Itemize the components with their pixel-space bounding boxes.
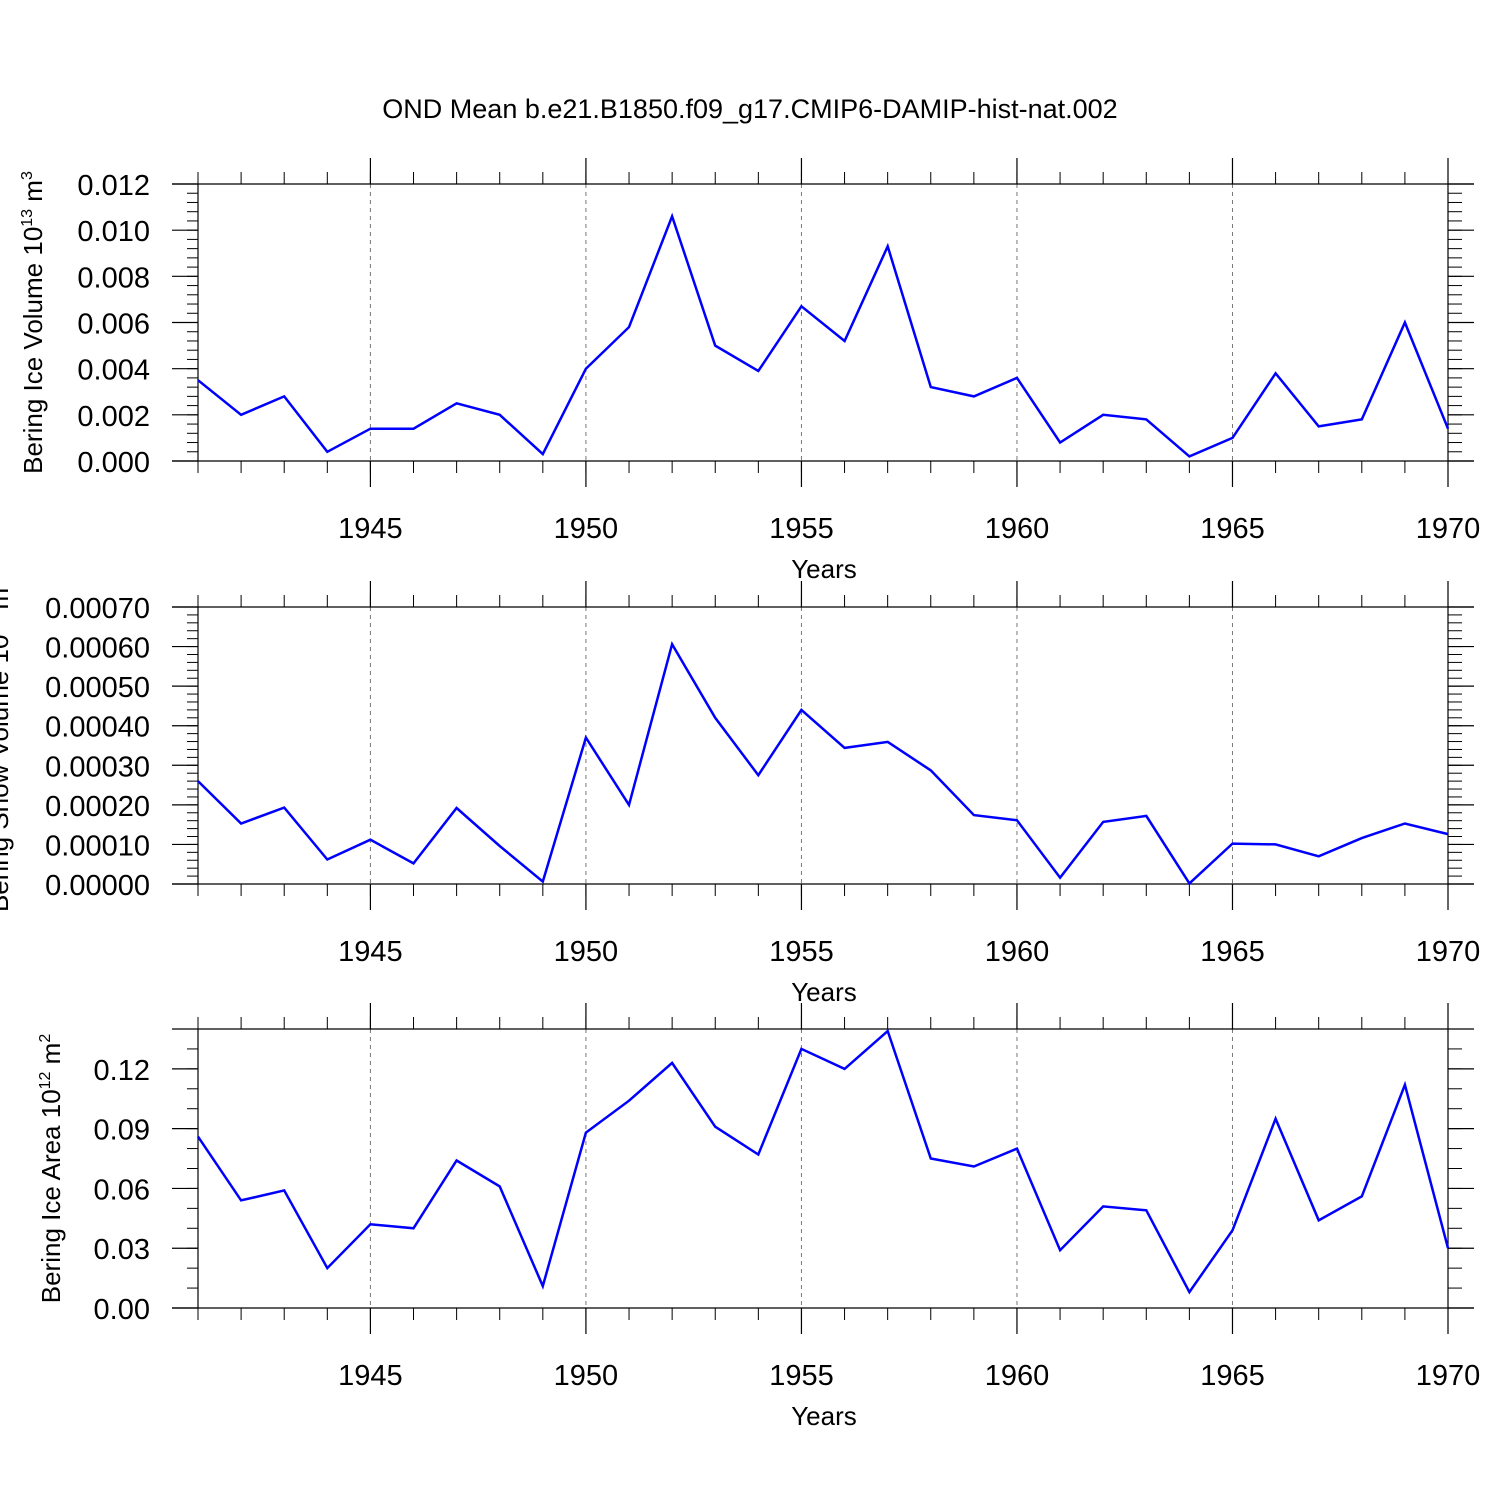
x-tick-label: 1945 <box>338 936 403 968</box>
y-tick-label: 0.09 <box>94 1115 150 1147</box>
x-tick-label: 1970 <box>1416 936 1481 968</box>
x-tick-label: 1955 <box>769 936 834 968</box>
panel-1: 0.000 0.002 0.004 0.006 0.008 0.010 0.012 1945 1… <box>18 158 1480 584</box>
y-axis-label: Bering Ice Area 1012 m2 <box>36 1034 66 1304</box>
x-tick-label: 1965 <box>1200 1360 1265 1392</box>
y-tick-label: 0.00030 <box>45 751 150 783</box>
y-tick-label: 0.00020 <box>45 791 150 823</box>
y-tick-label: 0.12 <box>94 1055 150 1087</box>
x-tick-label: 1970 <box>1416 513 1481 545</box>
chart-title: OND Mean b.e21.B1850.f09_g17.CMIP6-DAMIP… <box>382 94 1117 124</box>
y-tick-label: 0.00070 <box>45 593 150 625</box>
x-axis-label: Years <box>791 1401 857 1431</box>
y-tick-label: 0.03 <box>94 1234 150 1266</box>
series-line <box>196 1028 1450 1295</box>
x-tick-label: 1950 <box>554 936 619 968</box>
x-tick-label: 1945 <box>338 1360 403 1392</box>
series-line <box>197 640 1449 886</box>
y-tick-label: 0.002 <box>77 401 150 433</box>
y-tick-label: 0.008 <box>77 262 150 294</box>
x-tick-label: 1955 <box>769 1360 834 1392</box>
x-tick-label: 1955 <box>769 513 834 545</box>
y-tick-label: 0.06 <box>94 1174 150 1206</box>
x-tick-label: 1945 <box>338 513 403 545</box>
y-tick-label: 0.00060 <box>45 633 150 665</box>
y-tick-label: 0.00040 <box>45 712 150 744</box>
y-tick-label: 0.004 <box>77 355 150 387</box>
x-axis-label: Years <box>791 977 857 1007</box>
x-tick-label: 1960 <box>985 513 1050 545</box>
y-tick-label: 0.006 <box>77 309 150 341</box>
y-tick-label: 0.00 <box>94 1294 150 1326</box>
y-axis-label: Bering Ice Volume 1013 m3 <box>18 171 48 474</box>
x-tick-label: 1960 <box>985 1360 1050 1392</box>
x-tick-label: 1965 <box>1200 513 1265 545</box>
y-tick-label: 0.00000 <box>45 870 150 902</box>
y-tick-label: 0.000 <box>77 447 150 479</box>
x-tick-label: 1970 <box>1416 1360 1481 1392</box>
y-tick-label: 0.00050 <box>45 672 150 704</box>
x-tick-label: 1950 <box>554 1360 619 1392</box>
panel-2: 0.00000 0.00010 0.00020 0.00030 0.00040 0.000… <box>0 579 1480 1007</box>
x-tick-label: 1960 <box>985 936 1050 968</box>
y-tick-label: 0.012 <box>77 170 150 202</box>
y-axis-label: Bering Snow Volume 1013 m3 <box>0 579 14 912</box>
x-axis-label: Years <box>791 554 857 584</box>
y-tick-label: 0.00010 <box>45 830 150 862</box>
x-tick-label: 1965 <box>1200 936 1265 968</box>
series-line <box>197 212 1450 458</box>
panel-3: 0.00 0.03 0.06 0.09 0.12 1945 1950 1955 1960 1965… <box>36 1003 1480 1431</box>
x-tick-label: 1950 <box>554 513 619 545</box>
y-tick-label: 0.010 <box>77 216 150 248</box>
